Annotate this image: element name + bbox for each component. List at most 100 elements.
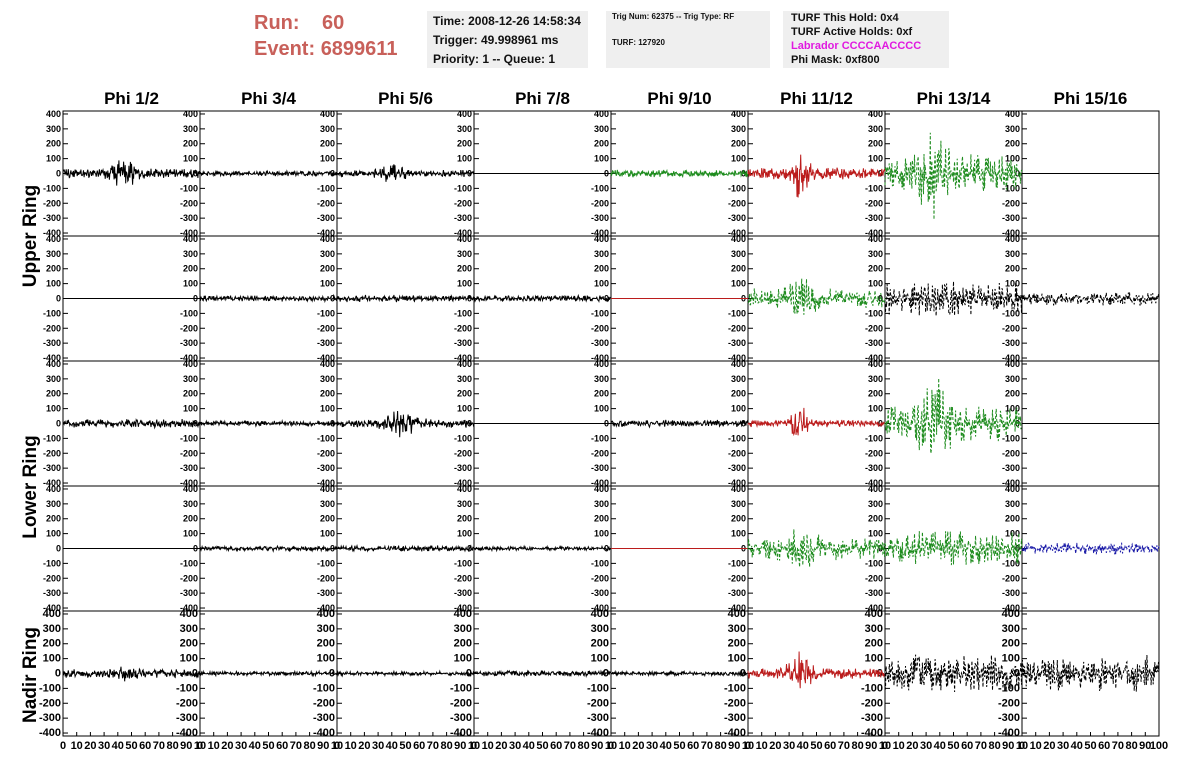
y-tick-label: -400: [865, 228, 883, 238]
x-tick-label: 60: [413, 740, 425, 752]
y-tick-label: 200: [320, 514, 335, 524]
y-tick-label: -100: [728, 558, 746, 568]
time-text: Time: 2008-12-26 14:58:34: [433, 14, 581, 28]
y-tick-label: 200: [1005, 514, 1020, 524]
x-tick-label: 40: [797, 740, 809, 752]
x-tick-label: 80: [851, 740, 863, 752]
x-tick-label: 50: [125, 740, 137, 752]
x-tick-label: 70: [701, 740, 713, 752]
y-tick-label: -400: [728, 478, 746, 488]
y-tick-label: -200: [591, 323, 609, 333]
x-tick-label: 80: [714, 740, 726, 752]
y-tick-label: -200: [865, 573, 883, 583]
run-label: Run:: [254, 12, 300, 34]
y-tick-label: 100: [457, 154, 472, 164]
y-tick-label: -200: [591, 198, 609, 208]
y-tick-label: 300: [594, 374, 609, 384]
y-tick-label: 100: [731, 154, 746, 164]
x-tick-label: 0: [471, 740, 477, 752]
waveform-trace: [1022, 542, 1160, 555]
x-tick-label: 10: [619, 740, 631, 752]
column-header: Phi 15/16: [1054, 89, 1128, 108]
y-tick-label: -200: [728, 573, 746, 583]
y-tick-label: -400: [450, 727, 472, 739]
y-tick-label: 200: [183, 139, 198, 149]
waveform-trace: [747, 407, 886, 437]
y-tick-label: -200: [317, 448, 335, 458]
y-tick-label: 200: [183, 514, 198, 524]
y-tick-label: -200: [865, 198, 883, 208]
y-tick-label: 200: [594, 514, 609, 524]
y-tick-label: 200: [731, 389, 746, 399]
x-tick-label: 10: [605, 740, 617, 752]
y-tick-label: -100: [865, 558, 883, 568]
y-tick-label: -200: [728, 323, 746, 333]
y-tick-label: -200: [313, 697, 335, 709]
y-tick-label: 400: [1005, 359, 1020, 369]
y-tick-label: -300: [724, 712, 746, 724]
y-tick-label: 100: [183, 404, 198, 414]
y-tick-label: -400: [180, 478, 198, 488]
y-tick-label: -300: [180, 588, 198, 598]
y-tick-label: 400: [594, 234, 609, 244]
y-tick-label: 200: [46, 514, 61, 524]
y-tick-label: 100: [183, 279, 198, 289]
y-tick-label: 300: [46, 374, 61, 384]
y-tick-label: -100: [454, 558, 472, 568]
y-tick-label: 100: [454, 653, 472, 665]
y-tick-label: -300: [180, 338, 198, 348]
y-tick-label: 400: [46, 109, 61, 119]
x-tick-label: 20: [358, 740, 370, 752]
waveform-trace: [884, 531, 1023, 566]
y-tick-label: -300: [591, 463, 609, 473]
x-tick-label: 70: [838, 740, 850, 752]
y-tick-label: -200: [728, 198, 746, 208]
y-tick-label: -300: [587, 712, 609, 724]
y-tick-label: -300: [1002, 588, 1020, 598]
y-tick-label: -400: [728, 603, 746, 613]
run-value: 60: [322, 12, 345, 34]
y-tick-label: -400: [724, 727, 746, 739]
y-tick-label: 400: [454, 608, 472, 620]
y-tick-label: 200: [46, 139, 61, 149]
y-tick-label: 400: [1002, 608, 1020, 620]
x-tick-label: 60: [276, 740, 288, 752]
row-label: Nadir Ring: [20, 627, 41, 723]
y-tick-label: -300: [317, 338, 335, 348]
y-tick-label: 300: [183, 499, 198, 509]
y-tick-label: -300: [43, 338, 61, 348]
x-tick-label: 90: [317, 740, 329, 752]
waveform-trace: [199, 544, 338, 553]
y-tick-label: 100: [731, 404, 746, 414]
trigger-info-box: Trig Num: 62375 -- Trig Type: RF TURF: 1…: [606, 11, 770, 68]
y-tick-label: 100: [865, 653, 883, 665]
x-tick-label: 10: [742, 740, 754, 752]
y-tick-label: 100: [731, 529, 746, 539]
y-tick-label: 400: [594, 359, 609, 369]
y-tick-label: 200: [868, 389, 883, 399]
y-tick-label: 300: [731, 124, 746, 134]
y-tick-label: -300: [180, 213, 198, 223]
y-tick-label: -200: [865, 448, 883, 458]
x-tick-label: 30: [235, 740, 247, 752]
y-tick-label: -400: [454, 353, 472, 363]
y-tick-label: 0: [192, 668, 198, 680]
y-tick-label: -400: [43, 228, 61, 238]
y-tick-label: 200: [868, 139, 883, 149]
y-tick-label: 200: [183, 389, 198, 399]
y-tick-label: -400: [43, 353, 61, 363]
y-tick-label: -100: [43, 308, 61, 318]
row-label: Upper Ring: [20, 185, 41, 287]
column-header: Phi 11/12: [780, 89, 853, 108]
y-tick-label: 100: [728, 653, 746, 665]
waveform-trace: [610, 419, 749, 429]
y-tick-label: -100: [728, 183, 746, 193]
x-tick-label: 70: [290, 740, 302, 752]
y-tick-label: -100: [39, 682, 61, 694]
y-tick-label: -300: [865, 463, 883, 473]
y-tick-label: 200: [457, 264, 472, 274]
y-tick-label: -100: [591, 308, 609, 318]
y-tick-label: 400: [457, 234, 472, 244]
y-tick-label: -300: [591, 588, 609, 598]
y-tick-label: 300: [1005, 374, 1020, 384]
